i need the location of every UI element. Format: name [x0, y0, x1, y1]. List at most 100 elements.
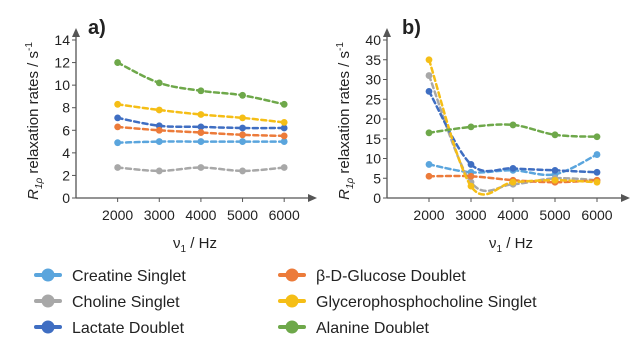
x-tick-label: 3000 — [455, 207, 486, 223]
data-point — [551, 131, 559, 139]
y-tick-label: 40 — [365, 32, 381, 48]
data-point — [155, 79, 163, 87]
y-tick-label: 0 — [373, 190, 381, 206]
series-line — [116, 140, 286, 144]
data-point — [239, 91, 246, 99]
legend: Creatine Singlet Choline Singlet Lactate D… — [34, 268, 537, 337]
series-line — [116, 61, 286, 106]
data-point — [551, 166, 559, 174]
x-axis-title-subscript: 1 — [181, 244, 187, 255]
data-point — [593, 178, 601, 186]
x-tick-label: 5000 — [539, 207, 570, 223]
y-tick-label: 8 — [62, 100, 70, 116]
y-tick-label: 0 — [62, 190, 70, 206]
data-point — [551, 176, 559, 184]
y-tick-label: 10 — [54, 77, 70, 93]
x-axis-title: ν1 / Hz — [489, 235, 533, 255]
data-point — [155, 126, 163, 134]
y-tick-label: 10 — [365, 151, 381, 167]
data-point — [197, 123, 205, 131]
x-tick-label: 3000 — [144, 207, 175, 223]
data-point — [280, 118, 288, 126]
legend-swatch-marker — [285, 320, 299, 334]
x-tick-label: 2000 — [413, 207, 444, 223]
y-axis-title-symbol: R — [336, 189, 353, 200]
data-point — [467, 123, 475, 131]
data-point — [467, 172, 475, 180]
x-tick-label: 6000 — [269, 207, 300, 223]
data-point — [509, 164, 517, 172]
y-axis-title: R1ρ relaxation rates / s-1 — [24, 42, 45, 200]
data-point — [593, 133, 601, 141]
legend-swatch-marker — [285, 294, 299, 308]
data-point — [114, 164, 122, 171]
chart-panel-b: 0 5 10 15 20 25 30 35 40 2000 3000 4000 5000 6000 ν1 /… — [335, 17, 630, 255]
data-point — [425, 129, 433, 137]
data-point — [114, 59, 122, 66]
data-point — [155, 138, 163, 145]
data-point — [114, 100, 122, 108]
x-tick-label: 6000 — [581, 207, 612, 223]
y-tick-label: 12 — [54, 55, 70, 71]
data-point — [239, 131, 246, 139]
data-point — [425, 87, 433, 95]
legend-label: Lactate Doublet — [72, 320, 185, 337]
data-point — [114, 139, 122, 147]
data-point — [239, 138, 246, 145]
data-point — [155, 167, 163, 175]
data-point — [239, 114, 246, 122]
x-axis-title-unit: / Hz — [502, 235, 533, 252]
legend-label: Glycerophosphocholine Singlet — [316, 294, 537, 311]
x-tick-label: 4000 — [185, 207, 216, 223]
x-axis-title-symbol: ν — [489, 235, 497, 252]
legend-label: Creatine Singlet — [72, 268, 186, 285]
data-point — [280, 138, 288, 145]
x-axis-title: ν1 / Hz — [173, 235, 217, 255]
y-axis-title: R1ρ relaxation rates / s-1 — [335, 42, 356, 200]
x-axis-title-unit: / Hz — [186, 235, 217, 252]
data-point — [509, 178, 517, 186]
data-point — [114, 114, 122, 122]
y-axis-title-subscript: 1ρ — [34, 177, 45, 189]
data-point — [467, 182, 475, 190]
y-tick-label: 14 — [54, 32, 70, 48]
y-tick-label: 35 — [365, 52, 381, 68]
panel-label: b) — [402, 17, 421, 39]
data-point — [239, 167, 246, 175]
data-point — [197, 129, 205, 136]
data-point — [280, 132, 288, 140]
y-tick-label: 30 — [365, 72, 381, 88]
x-axis-title-symbol: ν — [173, 235, 181, 252]
legend-swatch-marker — [41, 294, 55, 308]
legend-label: β-D-Glucose Doublet — [316, 268, 466, 285]
data-point — [425, 172, 433, 180]
data-point — [239, 124, 246, 132]
y-tick-label: 25 — [365, 91, 381, 107]
y-tick-label: 15 — [365, 131, 381, 147]
series-line — [116, 125, 286, 138]
data-point — [197, 111, 205, 118]
data-point — [593, 151, 601, 158]
data-point — [280, 100, 288, 108]
y-tick-label: 20 — [365, 111, 381, 127]
data-point — [155, 106, 163, 114]
legend-swatch-marker — [41, 268, 55, 282]
legend-swatch-marker — [285, 268, 299, 282]
y-axis-title-superscript: -1 — [24, 42, 35, 51]
data-point — [114, 123, 122, 131]
panel-label: a) — [88, 17, 106, 39]
legend-swatch-marker — [41, 320, 55, 334]
y-axis-title-text: relaxation rates / s — [336, 51, 353, 178]
y-axis-title-superscript: -1 — [335, 42, 346, 51]
data-point — [197, 138, 205, 145]
y-tick-label: 2 — [62, 167, 70, 183]
y-axis-title-text: relaxation rates / s — [25, 51, 42, 178]
x-axis-title-subscript: 1 — [497, 244, 503, 255]
data-point — [197, 87, 205, 95]
data-point — [425, 161, 433, 168]
data-point — [280, 164, 288, 171]
x-tick-label: 2000 — [102, 207, 133, 223]
x-tick-label: 4000 — [497, 207, 528, 223]
